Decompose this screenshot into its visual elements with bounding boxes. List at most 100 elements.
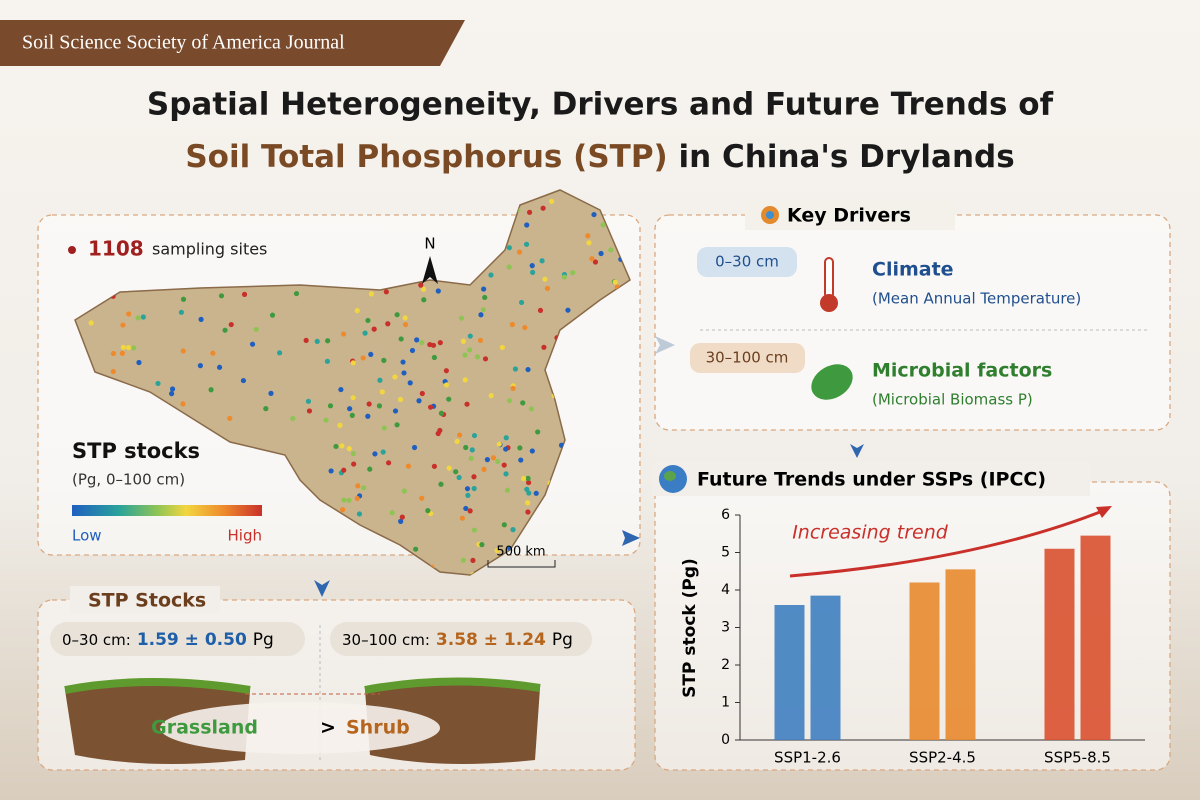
map-dot xyxy=(460,338,466,344)
arrow xyxy=(590,530,640,546)
bar xyxy=(810,595,841,740)
map-dot xyxy=(400,359,406,365)
map-dot xyxy=(586,240,592,246)
map-dot xyxy=(516,249,523,255)
map-dot xyxy=(365,413,371,419)
map-dot xyxy=(339,443,345,449)
stock-depth: 0–30 cm: xyxy=(62,631,131,649)
map-dot xyxy=(525,509,531,515)
map-dot xyxy=(425,508,431,514)
map-dot xyxy=(88,320,94,326)
map-dot xyxy=(471,527,478,533)
map-dot xyxy=(383,289,389,295)
map-dot xyxy=(346,446,352,452)
map-dot xyxy=(197,363,203,369)
map-dot xyxy=(120,322,126,328)
map-dot xyxy=(431,354,437,361)
map-dot xyxy=(465,492,471,498)
map-dot xyxy=(520,400,526,406)
map-dot xyxy=(503,435,509,441)
map-dot xyxy=(347,406,353,412)
map-dot xyxy=(210,350,216,356)
map-dot xyxy=(471,432,478,439)
map-dot xyxy=(303,337,309,344)
map-dot xyxy=(385,460,392,466)
map-dot xyxy=(338,386,344,393)
driver-detail: (Microbial Biomass P) xyxy=(872,391,1033,409)
stock-value: 3.58 ± 1.24 xyxy=(436,630,546,650)
map-dot xyxy=(495,458,501,465)
microbe-icon xyxy=(811,364,853,400)
map-dot xyxy=(218,293,225,299)
map-dot xyxy=(525,479,532,486)
map-dot xyxy=(180,401,186,407)
map-dot xyxy=(525,500,531,506)
thermometer xyxy=(824,257,834,299)
map-dot xyxy=(430,342,437,348)
map-dot xyxy=(446,465,452,471)
map-dot xyxy=(453,469,459,475)
map-dot xyxy=(488,272,494,278)
map-dot xyxy=(481,466,487,472)
map-dot xyxy=(477,337,484,344)
journal: Soil Science Society of America Journal xyxy=(22,32,345,54)
map-dot xyxy=(540,205,546,211)
legend-subtitle: (Pg, 0–100 cm) xyxy=(72,471,185,489)
map-dot xyxy=(290,415,296,422)
map-dot xyxy=(409,347,416,354)
map-dot xyxy=(227,415,233,421)
map-dot xyxy=(589,256,595,262)
map-dot xyxy=(249,341,256,347)
map-dot xyxy=(131,345,137,351)
map-dot xyxy=(528,406,534,412)
driver-factor: Climate xyxy=(872,259,954,281)
map-dot xyxy=(591,211,597,218)
map-dot xyxy=(180,348,186,354)
y-tick-label: 0 xyxy=(721,732,730,748)
map-dot xyxy=(402,315,408,321)
map-dot xyxy=(529,263,535,269)
north-label: N xyxy=(424,235,435,253)
map-dot xyxy=(612,279,618,285)
arrow xyxy=(314,562,330,597)
map-dot xyxy=(419,390,425,397)
y-tick-label: 6 xyxy=(721,507,730,523)
map-dot xyxy=(499,344,505,351)
drivers-title: Key Drivers xyxy=(787,205,911,227)
map-dot xyxy=(421,297,427,303)
map-dot xyxy=(354,308,360,314)
map-dot xyxy=(462,352,468,358)
map-dot xyxy=(125,345,132,351)
map-dot xyxy=(506,245,512,251)
map-dot xyxy=(592,259,599,265)
scale-label: 500 km xyxy=(496,545,545,560)
depth-tag-label: 0–30 cm xyxy=(715,253,779,271)
map-dot xyxy=(542,276,548,282)
map-dot xyxy=(419,340,425,346)
map-dot xyxy=(126,311,132,317)
map-dot xyxy=(479,542,485,548)
bar xyxy=(909,582,940,740)
map-dot xyxy=(460,557,466,563)
map-dot xyxy=(535,429,541,435)
map-dot xyxy=(389,510,395,516)
map-dot xyxy=(306,408,313,414)
map-dot xyxy=(119,350,125,356)
map-dot xyxy=(438,410,444,416)
stock-depth: 30–100 cm: xyxy=(342,631,430,649)
map-dot xyxy=(269,312,276,318)
map-dot xyxy=(305,398,312,404)
map-dot xyxy=(525,366,531,373)
x-tick-label: SSP1-2.6 xyxy=(774,749,841,767)
compare-left: Grassland xyxy=(151,717,258,739)
map-dot xyxy=(523,241,530,247)
map-dot xyxy=(503,471,509,477)
map-dot xyxy=(327,403,334,409)
arrow xyxy=(850,432,864,458)
map-dot xyxy=(570,270,576,276)
map-dot xyxy=(222,327,228,333)
map-dot xyxy=(469,447,475,453)
map-dot xyxy=(544,285,551,291)
map-dot xyxy=(323,417,329,423)
map-dot xyxy=(504,487,511,493)
